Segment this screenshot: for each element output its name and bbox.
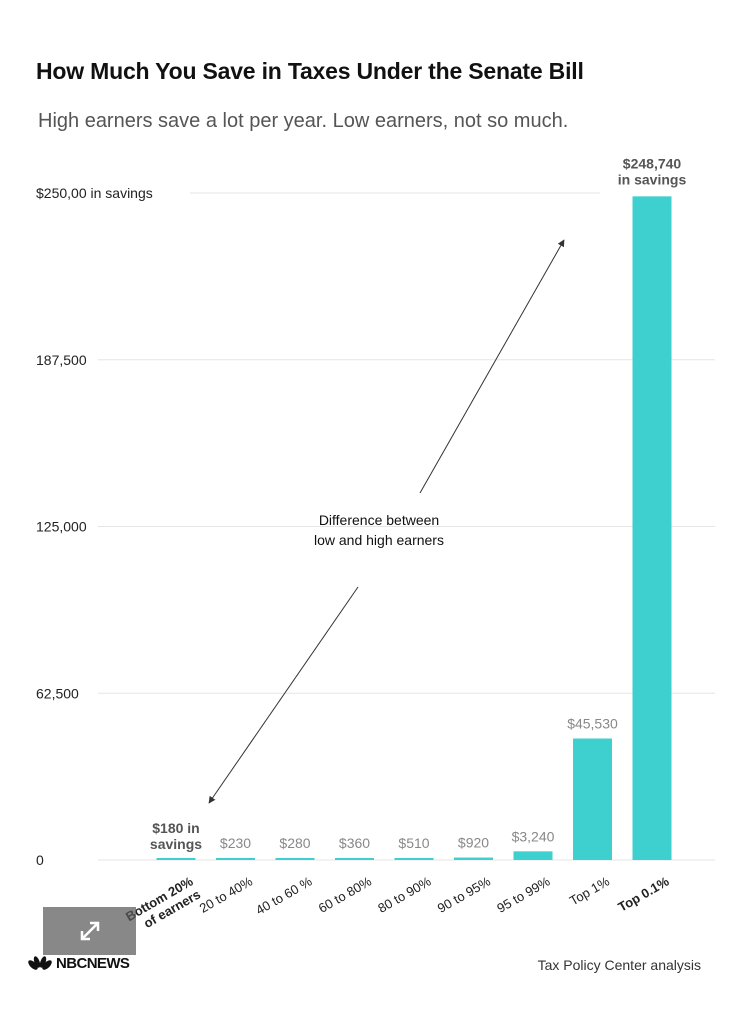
y-tick-label: 187,500: [36, 352, 87, 368]
data-label: $280: [279, 835, 310, 851]
chart-subtitle: High earners save a lot per year. Low ea…: [38, 110, 569, 132]
chart-title: How Much You Save in Taxes Under the Sen…: [36, 58, 584, 84]
nbc-news-logo: NBCNEWS: [27, 955, 130, 972]
annotation-arrow-high: [419, 239, 565, 494]
x-tick-label: Top 0.1%: [615, 873, 671, 914]
bar: [632, 196, 672, 860]
y-tick-label: 0: [36, 852, 44, 868]
x-tick-label: 95 to 99%: [494, 873, 553, 915]
bars: [156, 196, 672, 860]
y-tick-label: 62,500: [36, 685, 79, 701]
bar: [216, 858, 255, 860]
expand-icon: [80, 921, 99, 941]
bar: [335, 858, 374, 860]
data-label: $180 in savings: [150, 820, 202, 852]
y-axis-ticks: 0 62,500 125,000 187,500 $250,00 in savings: [36, 185, 153, 868]
data-label: $248,740 in savings: [618, 155, 687, 187]
annotation-arrow-low: [208, 586, 359, 804]
data-label: $360: [339, 835, 370, 851]
source-note: Tax Policy Center analysis: [537, 957, 701, 973]
data-label: $45,530: [567, 716, 618, 732]
bar: [573, 738, 612, 860]
peacock-icon: [28, 955, 52, 970]
x-tick-label: 20 to 40%: [197, 873, 256, 915]
data-label: $3,240: [512, 828, 555, 844]
bar: [513, 851, 553, 860]
data-label: $920: [458, 835, 489, 851]
logo-text: NBCNEWS: [56, 955, 130, 972]
x-tick-label: 60 to 80%: [316, 873, 375, 915]
bar: [275, 858, 315, 860]
y-tick-label: $250,00 in savings: [36, 185, 153, 201]
x-tick-label: 40 to 60 %: [253, 873, 315, 917]
y-tick-label: 125,000: [36, 519, 87, 535]
annotation-text: Difference between low and high earners: [314, 512, 444, 548]
x-tick-label: 80 to 90%: [375, 873, 434, 915]
bar: [394, 858, 434, 860]
data-label: $510: [398, 835, 429, 851]
bar: [156, 858, 196, 860]
annotation: Difference between low and high earners: [208, 239, 565, 804]
expand-button[interactable]: [43, 907, 136, 955]
data-labels: $180 in savings $230 $280 $360 $510 $920 $3,240…: [150, 155, 687, 852]
data-label: $230: [220, 835, 251, 851]
x-tick-label: 90 to 95%: [435, 873, 494, 915]
bar: [454, 857, 493, 860]
x-tick-label: Top 1%: [567, 873, 612, 908]
